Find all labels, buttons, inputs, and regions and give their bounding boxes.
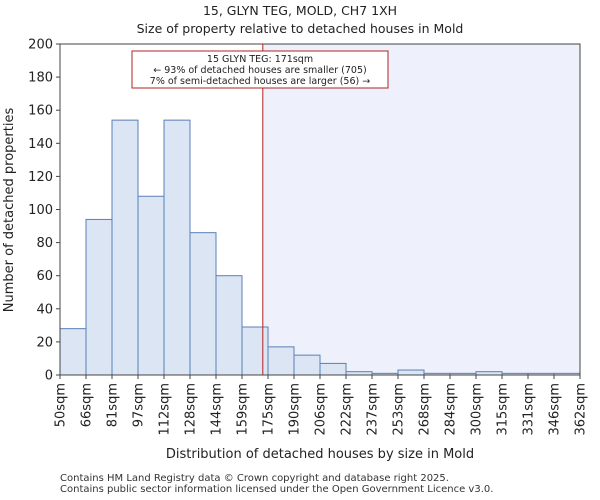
x-tick-label-97sqm: 97sqm (132, 383, 147, 427)
bar-190sqm (293, 354, 321, 376)
bar-159sqm (241, 326, 269, 376)
annotation-line-2: ← 93% of detached houses are smaller (70… (153, 65, 366, 76)
x-tick-label-237sqm: 237sqm (366, 383, 381, 436)
y-tick-label: 40 (36, 302, 53, 317)
x-tick-label-315sqm: 315sqm (496, 383, 511, 436)
x-axis-label: Distribution of detached houses by size … (166, 447, 474, 462)
bar-112sqm (163, 119, 191, 376)
x-tick-label-222sqm: 222sqm (340, 383, 355, 436)
x-tick-label-81sqm: 81sqm (106, 383, 121, 427)
x-tick-label-300sqm: 300sqm (470, 383, 485, 436)
y-tick-label: 120 (28, 170, 53, 185)
bar-97sqm (137, 195, 165, 376)
x-tick-label-66sqm: 66sqm (80, 383, 95, 427)
y-tick-label: 100 (28, 203, 53, 218)
x-tick-label-206sqm: 206sqm (314, 383, 329, 436)
bar-50sqm (59, 328, 87, 376)
chart-title-address: 15, GLYN TEG, MOLD, CH7 1XH (202, 3, 398, 18)
x-tick-label-175sqm: 175sqm (262, 383, 277, 436)
x-tick-label-190sqm: 190sqm (288, 383, 303, 436)
footer-copyright: Contains HM Land Registry data © Crown c… (60, 473, 449, 484)
y-axis-label: Number of detached properties (2, 108, 17, 313)
bar-81sqm (111, 119, 139, 376)
bar-253sqm (397, 369, 425, 376)
y-tick-label: 60 (36, 269, 53, 284)
footer-licence: Contains public sector information licen… (60, 484, 494, 495)
y-tick-label: 160 (28, 104, 53, 119)
highlight-region (262, 44, 580, 375)
y-tick-label: 200 (28, 38, 53, 53)
y-tick-label: 140 (28, 137, 53, 152)
x-tick-label-253sqm: 253sqm (392, 383, 407, 436)
x-tick-label-268sqm: 268sqm (418, 383, 433, 436)
annotation-line-1: 15 GLYN TEG: 171sqm (207, 54, 313, 65)
x-tick-label-128sqm: 128sqm (184, 383, 199, 436)
bar-175sqm (267, 346, 295, 376)
bar-66sqm (85, 218, 113, 376)
x-tick-label-362sqm: 362sqm (574, 383, 589, 436)
bar-144sqm (215, 275, 243, 376)
x-tick-label-284sqm: 284sqm (444, 383, 459, 436)
x-tick-label-346sqm: 346sqm (548, 383, 563, 436)
x-tick-label-144sqm: 144sqm (210, 383, 225, 436)
x-tick-label-50sqm: 50sqm (54, 383, 69, 427)
x-tick-label-112sqm: 112sqm (158, 383, 173, 436)
annotation-box (131, 50, 389, 89)
x-tick-label-159sqm: 159sqm (236, 383, 251, 436)
y-tick-label: 0 (45, 369, 53, 384)
bar-206sqm (319, 362, 347, 376)
y-tick-label: 180 (28, 71, 53, 86)
y-tick-label: 20 (36, 335, 53, 350)
bar-128sqm (189, 232, 217, 376)
y-tick-label: 80 (36, 236, 53, 251)
chart-title: Size of property relative to detached ho… (136, 21, 464, 36)
annotation-line-3: 7% of semi-detached houses are larger (5… (150, 76, 370, 87)
x-tick-label-331sqm: 331sqm (522, 383, 537, 436)
